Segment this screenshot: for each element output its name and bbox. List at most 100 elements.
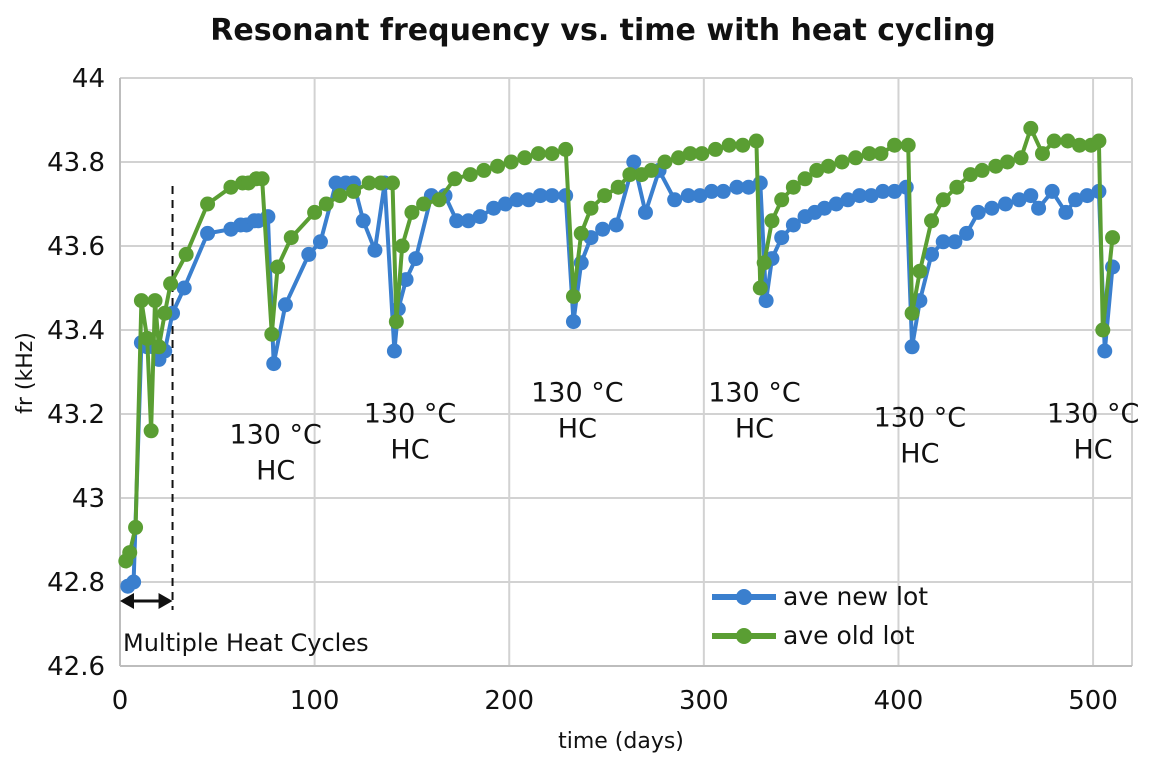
heat-cycle-label: HC (558, 413, 597, 444)
data-point (565, 288, 581, 304)
heat-cycle-label: HC (735, 413, 774, 444)
data-point (898, 179, 914, 195)
data-point (361, 175, 377, 191)
y-tick-label: 43.4 (47, 316, 105, 346)
data-point (332, 188, 348, 204)
data-point (394, 238, 410, 254)
data-point (270, 259, 286, 275)
data-point (266, 356, 282, 372)
data-point (565, 314, 581, 330)
data-point (200, 196, 216, 212)
data-point (863, 188, 879, 204)
data-point (264, 326, 280, 342)
data-point (544, 188, 560, 204)
data-point (949, 179, 965, 195)
data-point (122, 545, 138, 561)
data-point (828, 196, 844, 212)
x-tick-label: 300 (679, 686, 729, 716)
data-point (959, 225, 975, 241)
data-point (497, 196, 513, 212)
data-point (178, 246, 194, 262)
data-point (521, 192, 537, 208)
data-point (398, 272, 414, 288)
data-point (416, 196, 432, 212)
bracket-arrowhead-right (158, 593, 173, 609)
data-point (254, 171, 270, 187)
data-point (355, 213, 371, 229)
x-tick-label: 0 (112, 686, 129, 716)
x-tick-label: 400 (874, 686, 924, 716)
data-point (147, 293, 163, 309)
x-tick-label: 100 (290, 686, 340, 716)
data-point (509, 192, 525, 208)
data-point (887, 183, 903, 199)
data-point (682, 146, 698, 162)
data-point (301, 246, 317, 262)
y-tick-label: 42.6 (47, 652, 105, 682)
data-point (962, 167, 978, 183)
data-point (797, 171, 813, 187)
data-point (1058, 204, 1074, 220)
data-point (1105, 230, 1121, 246)
data-point (486, 200, 502, 216)
data-point (595, 221, 611, 237)
data-point (460, 213, 476, 229)
heat-cycle-label: 130 °C (1047, 398, 1139, 429)
data-point (1079, 188, 1095, 204)
data-point (667, 192, 683, 208)
legend-marker (736, 628, 752, 644)
y-axis-label: fr (kHz) (13, 332, 38, 414)
bracket-label: Multiple Heat Cycles (123, 629, 369, 657)
data-point (384, 175, 400, 191)
y-tick-label: 43.2 (47, 400, 105, 430)
data-point (404, 204, 420, 220)
data-point (752, 280, 768, 296)
data-point (1097, 343, 1113, 359)
data-point (748, 133, 764, 149)
data-point (924, 246, 940, 262)
data-point (367, 242, 383, 258)
data-point (283, 230, 299, 246)
heat-cycle-label: HC (390, 434, 429, 465)
data-point (462, 167, 478, 183)
data-point (974, 162, 990, 178)
data-point (998, 196, 1013, 212)
data-point (834, 154, 850, 170)
chart-title: Resonant frequency vs. time with heat cy… (210, 13, 996, 48)
data-point (608, 217, 624, 233)
data-point (157, 305, 173, 321)
data-point (774, 230, 790, 246)
data-point (935, 192, 951, 208)
heat-cycle-label: HC (256, 455, 295, 486)
data-point (840, 192, 856, 208)
data-point (163, 276, 179, 292)
data-point (708, 141, 724, 157)
data-point (1068, 192, 1084, 208)
data-point (1031, 200, 1047, 216)
heat-cycle-label: 130 °C (531, 377, 623, 408)
data-point (999, 154, 1015, 170)
data-point (887, 137, 903, 153)
y-tick-label: 42.8 (47, 568, 105, 598)
data-point (924, 213, 940, 229)
data-point (947, 234, 963, 250)
legend-marker (736, 589, 752, 605)
data-point (848, 150, 864, 166)
data-point (544, 146, 560, 162)
data-point (583, 200, 599, 216)
data-point (774, 192, 790, 208)
x-tick-label: 500 (1068, 686, 1118, 716)
data-point (431, 192, 447, 208)
data-point (721, 137, 737, 153)
data-point (517, 150, 533, 166)
data-point (704, 183, 720, 199)
y-tick-label: 44 (72, 64, 105, 94)
data-point (900, 137, 916, 153)
data-point (873, 146, 889, 162)
data-point (758, 293, 774, 309)
data-point (176, 280, 192, 296)
data-point (935, 234, 951, 250)
data-point (1060, 133, 1076, 149)
series-layer (118, 120, 1121, 594)
